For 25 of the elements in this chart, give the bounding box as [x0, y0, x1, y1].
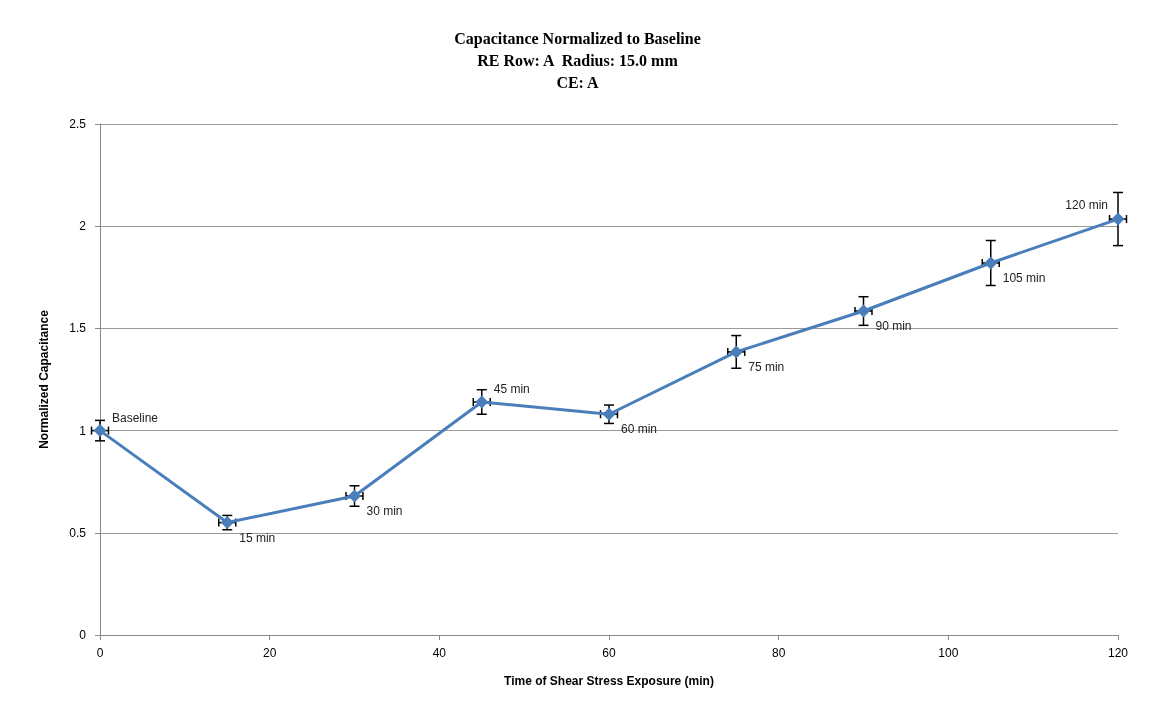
x-tick-label: 40 [432, 646, 447, 660]
annotation: 60 min [621, 422, 658, 437]
annotation: 45 min [493, 381, 530, 396]
annotation: 75 min [748, 359, 785, 374]
y-axis-title: Normalized Capacitance [37, 309, 51, 449]
chart-title: Capacitance Normalized to Baseline RE Row: A Radius: 15.0 mm CE: A [454, 29, 701, 91]
x-tick-label: 60 [602, 646, 616, 660]
x-tick-label: 0 [96, 646, 104, 660]
y-tick-label: 1.5 [69, 321, 87, 336]
annotation: 120 min [1065, 198, 1108, 213]
x-tick-label: 100 [938, 646, 959, 660]
annotation: Baseline [112, 410, 159, 425]
x-axis-title: Time of Shear Stress Exposure (min) [504, 674, 714, 688]
y-tick-label: 0 [79, 628, 87, 642]
x-tick-label: 120 [1107, 646, 1129, 660]
y-tick-label: 2 [79, 219, 87, 234]
annotation: 30 min [366, 504, 403, 519]
x-tick-label: 80 [771, 646, 786, 660]
annotation: 105 min [1002, 270, 1046, 285]
annotation: 15 min [239, 530, 276, 545]
y-tick-label: 2.5 [69, 117, 87, 131]
x-tick-label: 20 [262, 646, 277, 660]
y-tick-label: 0.5 [69, 525, 87, 540]
annotation: 90 min [875, 319, 912, 334]
y-tick-label: 1 [79, 423, 87, 438]
